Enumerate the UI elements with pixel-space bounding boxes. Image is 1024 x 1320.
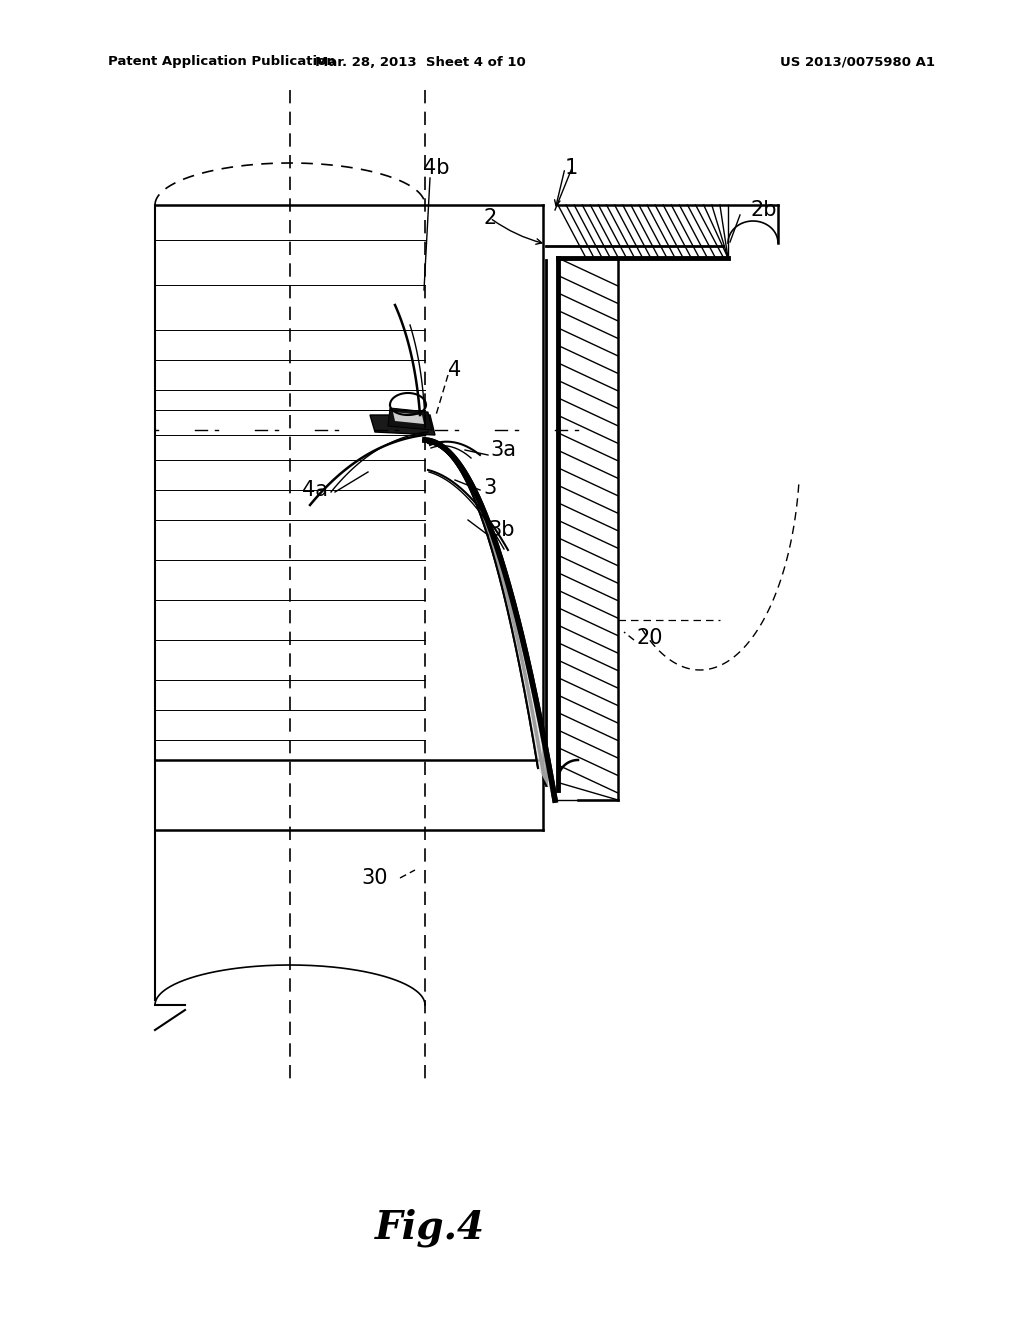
- Text: Fig.4: Fig.4: [375, 1209, 485, 1247]
- Text: 2b: 2b: [750, 201, 776, 220]
- Text: 3b: 3b: [488, 520, 514, 540]
- Text: Patent Application Publication: Patent Application Publication: [108, 55, 336, 69]
- Text: 4b: 4b: [423, 158, 450, 178]
- Text: US 2013/0075980 A1: US 2013/0075980 A1: [780, 55, 935, 69]
- Polygon shape: [393, 412, 424, 424]
- Text: 30: 30: [361, 869, 388, 888]
- Text: 4a: 4a: [302, 480, 328, 500]
- Polygon shape: [425, 440, 555, 800]
- Text: 4: 4: [449, 360, 462, 380]
- Text: 20: 20: [636, 628, 663, 648]
- Polygon shape: [370, 414, 435, 436]
- Text: 3: 3: [483, 478, 497, 498]
- Polygon shape: [388, 408, 432, 430]
- Text: 1: 1: [565, 158, 579, 178]
- Text: Mar. 28, 2013  Sheet 4 of 10: Mar. 28, 2013 Sheet 4 of 10: [314, 55, 525, 69]
- Text: 2: 2: [483, 209, 497, 228]
- Text: 3a: 3a: [490, 440, 516, 459]
